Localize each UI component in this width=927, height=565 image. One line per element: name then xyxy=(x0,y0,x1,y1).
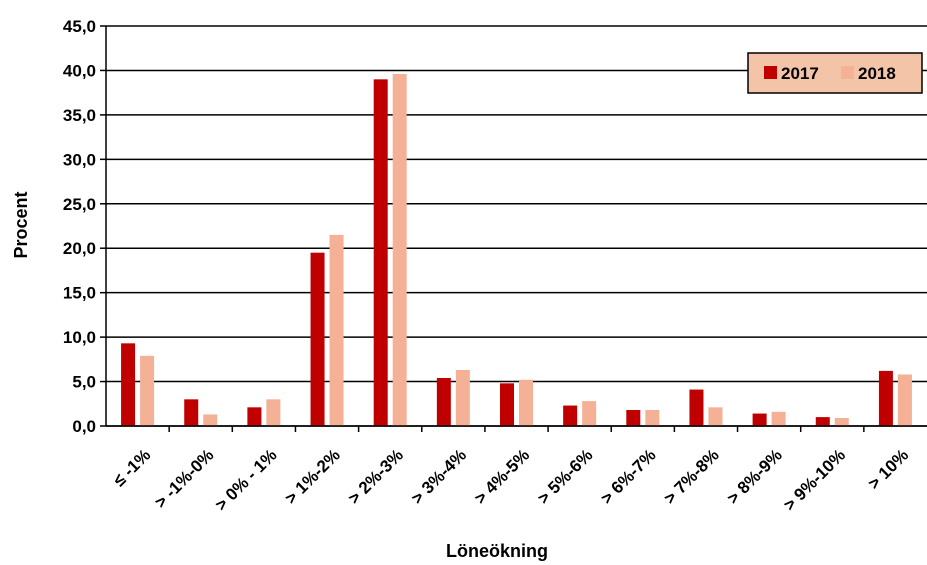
x-tick-label: ≤ -1% xyxy=(110,445,155,490)
bar-2018-11 xyxy=(834,418,849,426)
bar-2018-0 xyxy=(140,355,155,426)
y-tick-label: 25,0 xyxy=(63,195,96,214)
x-tick-label: > 1%-2% xyxy=(281,445,344,508)
x-tick-label: > 3%-4% xyxy=(408,445,471,508)
bar-2017-2 xyxy=(247,407,262,426)
legend-label-2018: 2018 xyxy=(858,64,896,83)
bar-2017-3 xyxy=(310,252,325,426)
x-tick-label: > 7%-8% xyxy=(660,445,723,508)
bar-2018-5 xyxy=(455,370,470,426)
y-tick-labels: 0,0 5,0 10,0 15,0 20,0 25,0 30,0 35,0 40,0 45,0 xyxy=(63,17,96,436)
y-tick-label: 40,0 xyxy=(63,61,96,80)
bar-2017-4 xyxy=(373,79,388,426)
bar-2018-7 xyxy=(582,401,597,426)
x-tick-label: > 4%-5% xyxy=(471,445,534,508)
bar-2018-10 xyxy=(771,411,786,426)
bar-2017-12 xyxy=(878,370,893,426)
bar-2017-10 xyxy=(752,413,767,426)
x-tick-label: > 2%-3% xyxy=(344,445,407,508)
x-tick-label: > -1%-0% xyxy=(151,445,218,512)
x-tick-label: > 10% xyxy=(864,445,912,493)
bar-2018-6 xyxy=(519,379,533,426)
bars xyxy=(121,74,912,426)
y-tick-label: 35,0 xyxy=(63,106,96,125)
bar-2018-3 xyxy=(329,234,344,426)
legend-swatch-2018 xyxy=(841,66,854,79)
y-tick-label: 15,0 xyxy=(63,284,96,303)
y-tick-label: 0,0 xyxy=(72,417,96,436)
bar-2018-12 xyxy=(897,374,912,426)
bar-2017-6 xyxy=(500,383,514,426)
bar-2018-9 xyxy=(708,407,723,426)
bar-2018-2 xyxy=(266,399,281,426)
x-tick-label: > 9%-10% xyxy=(780,445,849,514)
grid-lines xyxy=(106,25,927,427)
x-tick-label: > 8%-9% xyxy=(723,445,786,508)
bar-2017-11 xyxy=(815,417,830,426)
bar-2017-7 xyxy=(563,405,578,426)
x-tick-label: > 6%-7% xyxy=(597,445,660,508)
y-tick-label: 45,0 xyxy=(63,17,96,36)
legend-label-2017: 2017 xyxy=(781,64,819,83)
legend: 2017 2018 xyxy=(747,52,923,94)
bar-2017-1 xyxy=(184,399,199,426)
bar-2017-9 xyxy=(689,389,704,426)
x-tick-label: > 0% - 1% xyxy=(211,445,280,514)
y-tick-label: 5,0 xyxy=(72,373,96,392)
bar-2018-4 xyxy=(392,74,407,426)
y-tick-label: 30,0 xyxy=(63,150,96,169)
x-axis-title: Löneökning xyxy=(446,541,548,561)
bar-2017-5 xyxy=(436,378,451,426)
y-tick-label: 20,0 xyxy=(63,239,96,258)
legend-swatch-2017 xyxy=(764,66,777,79)
bar-2018-1 xyxy=(203,414,218,426)
x-tick-labels: ≤ -1%> -1%-0%> 0% - 1% > 1%-2% > 2%-3% > 3%… xyxy=(110,445,913,514)
x-tick-label: > 5%-6% xyxy=(534,445,597,508)
bar-2017-0 xyxy=(121,343,136,426)
bar-2018-8 xyxy=(645,410,660,426)
axes xyxy=(100,25,927,432)
y-axis-title: Procent xyxy=(11,191,31,258)
bar-2017-8 xyxy=(626,410,641,426)
y-tick-label: 10,0 xyxy=(63,328,96,347)
